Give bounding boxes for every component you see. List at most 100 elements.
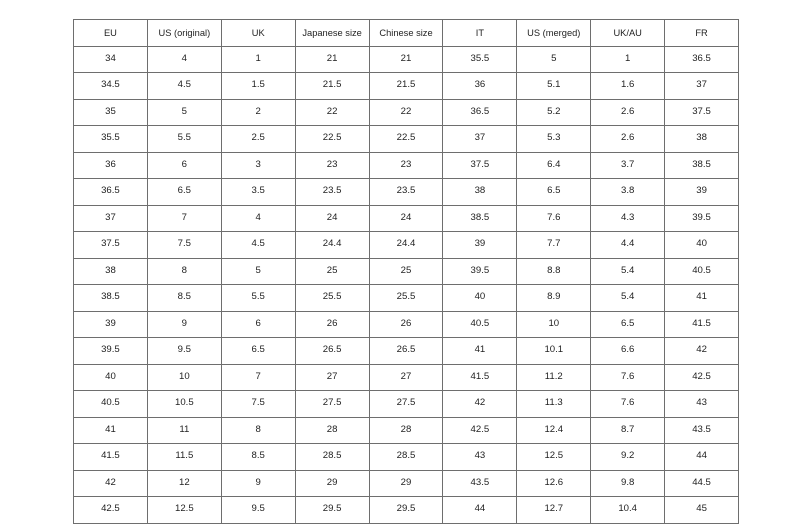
table-cell: 43.5 xyxy=(664,416,740,444)
table-cell: 12.7 xyxy=(516,496,592,524)
table-row: 42.5 12.5 9.5 29.5 29.5 44 12.7 10.4 45 xyxy=(73,496,740,524)
table-body: 34 4 1 21 21 35.5 5 1 36.5 34.5 4.5 1.5 21.5 21.5 36 5.… xyxy=(73,45,740,524)
table-cell: 4 xyxy=(146,45,222,73)
table-cell: 40.5 xyxy=(442,310,518,338)
table-cell: 28.5 xyxy=(368,443,444,471)
table-cell: 41 xyxy=(73,416,148,444)
table-cell: 29.5 xyxy=(368,496,444,524)
table-cell: 9.5 xyxy=(146,337,222,365)
table-cell: 38.5 xyxy=(442,204,518,232)
table-cell: 6.5 xyxy=(220,337,296,365)
table-cell: 7.5 xyxy=(220,390,296,418)
table-cell: 1 xyxy=(590,45,666,73)
table-cell: 1.6 xyxy=(590,72,666,100)
table-cell: 44.5 xyxy=(664,469,740,497)
table-cell: 1 xyxy=(220,45,296,73)
table-cell: 6.5 xyxy=(590,310,666,338)
table-cell: 36 xyxy=(73,151,148,179)
table-cell: 44 xyxy=(664,443,740,471)
table-row: 40.5 10.5 7.5 27.5 27.5 42 11.3 7.6 43 xyxy=(73,390,740,418)
table-cell: 24.4 xyxy=(294,231,370,259)
table-cell: 2.6 xyxy=(590,98,666,126)
table-cell: 1.5 xyxy=(220,72,296,100)
table-row: 38.5 8.5 5.5 25.5 25.5 40 8.9 5.4 41 xyxy=(73,284,740,312)
table-cell: 37.5 xyxy=(442,151,518,179)
table-cell: 25 xyxy=(368,257,444,285)
table-row: 36.5 6.5 3.5 23.5 23.5 38 6.5 3.8 39 xyxy=(73,178,740,206)
table-cell: 10.5 xyxy=(146,390,222,418)
column-header-eu: EU xyxy=(73,19,148,47)
table-cell: 29 xyxy=(294,469,370,497)
table-cell: 41.5 xyxy=(442,363,518,391)
column-header-us-original: US (original) xyxy=(146,19,222,47)
table-cell: 27 xyxy=(368,363,444,391)
table-cell: 5.5 xyxy=(146,125,222,153)
table-cell: 4 xyxy=(220,204,296,232)
table-cell: 3.8 xyxy=(590,178,666,206)
table-cell: 7.6 xyxy=(590,363,666,391)
table-cell: 42.5 xyxy=(73,496,148,524)
table-cell: 40.5 xyxy=(664,257,740,285)
table-cell: 3 xyxy=(220,151,296,179)
table-cell: 7.6 xyxy=(590,390,666,418)
table-cell: 22 xyxy=(368,98,444,126)
table-cell: 24 xyxy=(294,204,370,232)
table-cell: 23.5 xyxy=(294,178,370,206)
page-root: EU US (original) UK Japanese size Chinese si… xyxy=(73,19,740,524)
table-cell: 12.4 xyxy=(516,416,592,444)
table-cell: 42 xyxy=(442,390,518,418)
table-cell: 4.4 xyxy=(590,231,666,259)
table-cell: 8.5 xyxy=(146,284,222,312)
table-cell: 26 xyxy=(294,310,370,338)
table-row: 41.5 11.5 8.5 28.5 28.5 43 12.5 9.2 44 xyxy=(73,443,740,471)
table-cell: 21 xyxy=(368,45,444,73)
table-cell: 38 xyxy=(442,178,518,206)
table-cell: 40 xyxy=(442,284,518,312)
table-cell: 7 xyxy=(220,363,296,391)
table-cell: 11.2 xyxy=(516,363,592,391)
table-cell: 8 xyxy=(220,416,296,444)
column-header-chinese-size: Chinese size xyxy=(368,19,444,47)
table-cell: 10.1 xyxy=(516,337,592,365)
column-header-uk-au: UK/AU xyxy=(590,19,666,47)
table-cell: 3.7 xyxy=(590,151,666,179)
table-cell: 41 xyxy=(442,337,518,365)
table-cell: 27 xyxy=(294,363,370,391)
table-row: 35 5 2 22 22 36.5 5.2 2.6 37.5 xyxy=(73,98,740,126)
table-cell: 5.4 xyxy=(590,284,666,312)
table-cell: 39.5 xyxy=(442,257,518,285)
table-cell: 8.8 xyxy=(516,257,592,285)
column-header-it: IT xyxy=(442,19,518,47)
column-header-uk: UK xyxy=(220,19,296,47)
table-row: 38 8 5 25 25 39.5 8.8 5.4 40.5 xyxy=(73,257,740,285)
table-cell: 42.5 xyxy=(664,363,740,391)
table-cell: 25 xyxy=(294,257,370,285)
table-cell: 34.5 xyxy=(73,72,148,100)
table-cell: 9.2 xyxy=(590,443,666,471)
table-cell: 36.5 xyxy=(442,98,518,126)
table-cell: 7.6 xyxy=(516,204,592,232)
table-cell: 36.5 xyxy=(664,45,740,73)
table-cell: 9 xyxy=(146,310,222,338)
table-cell: 42.5 xyxy=(442,416,518,444)
table-cell: 11 xyxy=(146,416,222,444)
table-cell: 22.5 xyxy=(368,125,444,153)
table-cell: 37 xyxy=(664,72,740,100)
table-cell: 35.5 xyxy=(442,45,518,73)
table-cell: 6 xyxy=(146,151,222,179)
table-cell: 28 xyxy=(294,416,370,444)
table-row: 39.5 9.5 6.5 26.5 26.5 41 10.1 6.6 42 xyxy=(73,337,740,365)
table-cell: 28 xyxy=(368,416,444,444)
table-cell: 41 xyxy=(664,284,740,312)
table-cell: 11.3 xyxy=(516,390,592,418)
table-cell: 27.5 xyxy=(294,390,370,418)
table-cell: 2.5 xyxy=(220,125,296,153)
table-cell: 7.5 xyxy=(146,231,222,259)
table-cell: 3.5 xyxy=(220,178,296,206)
table-cell: 37 xyxy=(442,125,518,153)
table-cell: 40.5 xyxy=(73,390,148,418)
table-row: 36 6 3 23 23 37.5 6.4 3.7 38.5 xyxy=(73,151,740,179)
table-cell: 23 xyxy=(294,151,370,179)
table-row: 37.5 7.5 4.5 24.4 24.4 39 7.7 4.4 40 xyxy=(73,231,740,259)
table-cell: 38.5 xyxy=(73,284,148,312)
